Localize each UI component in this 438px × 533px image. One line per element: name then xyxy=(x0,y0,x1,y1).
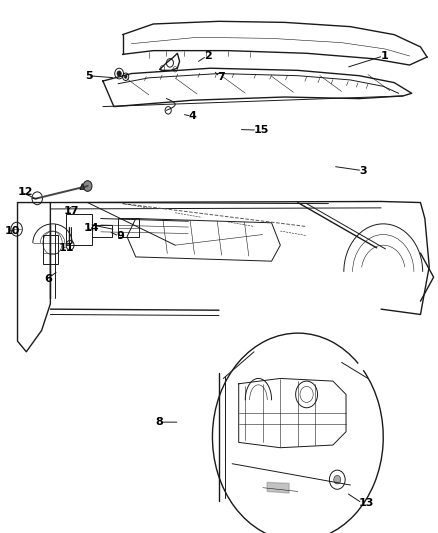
Text: 3: 3 xyxy=(359,166,367,175)
Text: 8: 8 xyxy=(155,417,163,427)
Bar xyxy=(92,225,112,237)
Polygon shape xyxy=(267,482,289,493)
Circle shape xyxy=(117,71,121,76)
Text: 11: 11 xyxy=(59,244,74,253)
Text: 5: 5 xyxy=(85,71,93,80)
Text: 13: 13 xyxy=(359,498,374,508)
Text: 2: 2 xyxy=(204,51,212,61)
Bar xyxy=(66,214,92,245)
Bar xyxy=(118,218,139,237)
Circle shape xyxy=(83,181,92,191)
Circle shape xyxy=(124,75,127,78)
Text: 12: 12 xyxy=(18,187,33,197)
Text: 6: 6 xyxy=(44,274,52,284)
Text: 17: 17 xyxy=(64,206,79,215)
Text: 10: 10 xyxy=(4,226,20,236)
Circle shape xyxy=(334,475,341,484)
Text: 15: 15 xyxy=(254,125,269,135)
Text: 9: 9 xyxy=(116,231,124,241)
Bar xyxy=(43,235,58,264)
Text: 7: 7 xyxy=(217,72,225,82)
Text: 14: 14 xyxy=(83,223,99,233)
Text: 4: 4 xyxy=(188,111,196,121)
Text: 1: 1 xyxy=(381,51,389,61)
Polygon shape xyxy=(80,184,85,189)
